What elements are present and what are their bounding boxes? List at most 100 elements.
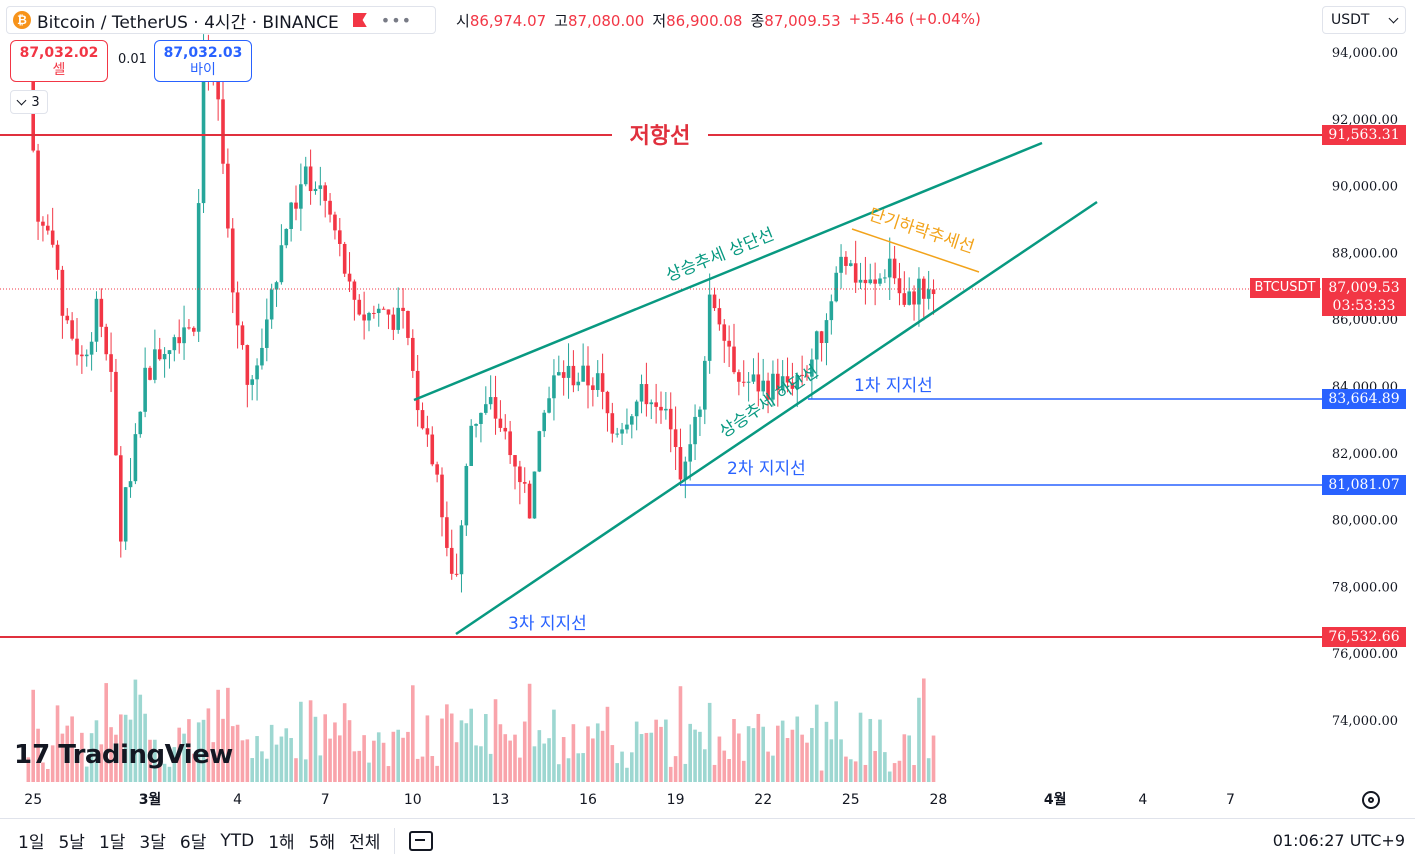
chevron-down-icon [16,95,27,105]
volume-bar [274,744,279,782]
range-6m-button[interactable]: 6달 [179,833,207,853]
volume-bar [527,683,532,782]
volume-bar [381,742,386,782]
volume-bar [561,737,566,782]
sell-price: 87,032.02 [19,45,99,61]
candle-body [65,315,70,321]
candle-body [819,331,824,344]
candle-body [902,293,907,305]
time-tick-label: 28 [929,792,947,808]
volume-bar [659,726,663,782]
volume-bar [172,747,177,782]
uptrend-upper-line[interactable] [413,141,1043,402]
volume-bar [265,758,269,782]
candle-body [104,326,108,355]
range-1d-button[interactable]: 1일 [18,833,45,853]
candle-body [201,46,206,204]
volume-bar [245,739,250,782]
flag-icon[interactable] [352,13,367,27]
volume-bar [459,720,464,782]
candle-body [464,465,469,526]
range-1y-button[interactable]: 1해 [268,833,295,853]
candle-body [274,282,279,290]
tradingview-logo[interactable]: 17 TradingView [14,740,233,770]
volume-bar [484,714,488,782]
more-icon[interactable]: ••• [380,10,413,30]
volume-bar [654,719,658,782]
candle-body [639,384,644,402]
volume-bar [581,753,585,782]
ohlc-legend: 시86,974.07 고87,080.00 저86,900.08 종87,009… [456,10,981,31]
candle-body [250,379,254,385]
candle-body [771,373,775,400]
volume-bar [664,719,668,782]
clock[interactable]: 01:06:27 UTC+9 [1272,831,1405,850]
candle-body [527,483,532,519]
gear-icon[interactable] [1362,791,1380,809]
uptrend-lower-line[interactable] [455,200,1098,636]
candle-body [279,245,284,283]
candle-body [513,455,517,467]
candle-body [255,365,259,380]
volume-bar [211,742,216,782]
price-tick-label: 82,000.00 [1332,447,1398,462]
range-5y-button[interactable]: 5해 [308,833,336,853]
buy-button[interactable]: 87,032.03 바이 [154,40,252,82]
volume-bar [133,679,138,782]
volume-bar [289,738,293,782]
candle-body [84,354,89,357]
indicator-toggle-button[interactable]: 3 [10,90,48,114]
candle-body [625,424,629,430]
symbol-title[interactable]: Bitcoin / TetherUS · 4시간 · BINANCE [37,12,339,33]
candle-body [420,410,425,429]
volume-bar [693,729,697,782]
volume-bar [440,718,444,782]
candle-body [46,225,50,231]
volume-bar [688,723,692,782]
volume-bar [235,724,240,782]
candle-body [839,256,843,273]
volume-bar [338,735,342,782]
symbol-header[interactable]: ₿ Bitcoin / TetherUS · 4시간 · BINANCE ••• [6,6,436,34]
candle-body [858,279,863,283]
volume-bar [128,719,133,782]
time-tick-label: 16 [579,792,597,808]
volume-bar [313,716,318,782]
currency-select[interactable]: USDT [1322,6,1406,34]
range-3m-button[interactable]: 3달 [139,833,166,853]
candle-body [313,188,318,192]
volume-bar [279,736,284,782]
range-all-button[interactable]: 전체 [349,833,381,853]
candle-body [561,372,566,378]
candle-body [868,279,873,284]
candle-body [493,397,498,419]
goto-date-icon[interactable] [409,830,434,851]
volume-bar [469,708,473,782]
currency-value: USDT [1331,12,1370,28]
volume-bar [615,763,619,782]
change-value: +35.46 (+0.04%) [848,10,981,28]
range-1m-button[interactable]: 1달 [98,833,126,853]
volume-bar [868,718,873,782]
short-downtrend-line[interactable] [851,228,980,273]
candle-body [887,258,892,278]
volume-bar [557,764,561,782]
candle-body [352,281,357,300]
range-5d-button[interactable]: 5날 [58,833,85,853]
candle-body [367,312,371,321]
sell-button[interactable]: 87,032.02 셀 [10,40,108,82]
candle-body [591,385,595,390]
candle-body [693,416,697,445]
candle-body [654,402,658,407]
price-tick-label: 86,000.00 [1332,313,1398,328]
low-value: 86,900.08 [666,12,743,30]
volume-bar [498,724,503,782]
volume-bar [104,683,108,782]
candle-body [732,346,736,373]
volume-bar [230,726,235,782]
volume-bar [109,727,113,782]
candle-body [805,375,809,377]
range-ytd-button[interactable]: YTD [220,830,255,851]
volume-bar [435,765,439,782]
